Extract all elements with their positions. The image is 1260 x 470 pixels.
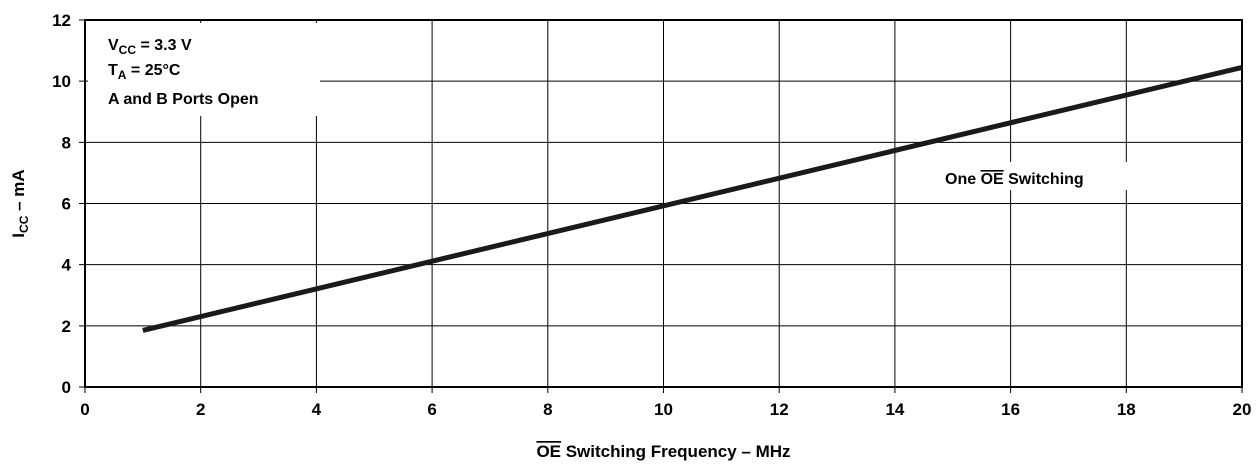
condition-vcc: VCC = 3.3 V <box>108 37 192 57</box>
y-axis-title: ICC – mA <box>9 169 31 237</box>
x-tick-label: 4 <box>312 400 322 419</box>
y-tick-label: 10 <box>52 72 71 91</box>
y-tick-labels: 0 2 4 6 8 10 12 <box>52 11 71 397</box>
y-tick-label: 12 <box>52 11 71 30</box>
series-label-bg <box>938 162 1138 190</box>
x-tick-label: 6 <box>427 400 436 419</box>
y-tick-label: 0 <box>62 378 71 397</box>
conditions-box <box>88 23 320 116</box>
x-tick-label: 20 <box>1233 400 1252 419</box>
y-tick-label: 8 <box>62 133 71 152</box>
x-tick-label: 16 <box>1001 400 1020 419</box>
x-axis-title: OE Switching Frequency – MHz <box>536 442 790 461</box>
series-layer <box>142 64 1243 333</box>
plot-frame <box>84 19 1243 388</box>
x-tick-label: 2 <box>196 400 205 419</box>
x-tick-label: 8 <box>543 400 552 419</box>
x-tick-labels: 0 2 4 6 8 10 12 14 16 18 20 <box>80 400 1251 419</box>
x-tick-label: 10 <box>654 400 673 419</box>
x-tick-label: 12 <box>770 400 789 419</box>
x-tick-label: 0 <box>80 400 89 419</box>
y-tick-label: 6 <box>62 195 71 214</box>
series-label: One OE Switching <box>945 171 1084 188</box>
y-tick-label: 2 <box>62 317 71 336</box>
condition-ports: A and B Ports Open <box>108 91 259 108</box>
y-tick-label: 4 <box>62 256 72 275</box>
series-line <box>142 64 1243 333</box>
condition-ta: TA = 25°C <box>108 62 181 82</box>
x-tick-label: 14 <box>885 400 904 419</box>
x-tick-label: 18 <box>1117 400 1136 419</box>
